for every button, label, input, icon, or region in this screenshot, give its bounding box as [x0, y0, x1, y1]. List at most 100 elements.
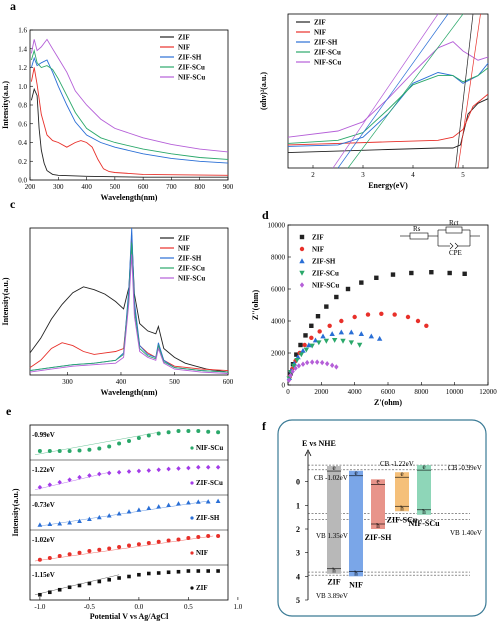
band-bar-NIF-SCu [417, 465, 431, 515]
data-point-NIF [327, 323, 332, 328]
data-point-NIF-SCu [77, 448, 82, 453]
electron-label: e [400, 470, 403, 478]
data-point-NIF [156, 539, 161, 544]
data-point-ZIF-SH [320, 333, 326, 339]
data-point-NIF [186, 536, 191, 540]
data-point-NIF-SCu [286, 377, 292, 383]
x-tick-label: 4 [411, 171, 415, 179]
x-tick-label: 0.5 [184, 603, 193, 611]
legend-marker [190, 551, 194, 555]
data-point-NIF-SCu [324, 361, 330, 367]
x-axis-label: Wavelength(nm) [101, 193, 158, 202]
hole-label: h [400, 504, 404, 512]
y-tick-label: 5 [296, 596, 300, 605]
data-point-NIF-SCu [216, 430, 221, 435]
onset-label: -0.99eV [32, 431, 55, 439]
vb-label: VB 3.89eV [316, 592, 348, 600]
data-point-ZIF-SH [166, 502, 171, 507]
data-point-ZIF-SCu [37, 484, 43, 490]
series-line-ZIF-SCu [30, 48, 229, 160]
data-point-NIF [37, 557, 42, 562]
data-point-ZIF-SH [47, 521, 53, 526]
data-point-NIF [206, 534, 211, 538]
y-axis-arrow [304, 449, 312, 457]
x-tick-label: 300 [53, 183, 64, 191]
panel-b-frame [287, 13, 489, 169]
series-line-NIF-SCu [30, 38, 229, 153]
legend-label: ZIF-SH [314, 39, 338, 47]
data-point-ZIF [87, 581, 92, 586]
y-tick-label: 3 [296, 549, 300, 558]
fit-line [455, 13, 474, 169]
x-tick-label: 400 [116, 378, 127, 386]
data-point-ZIF-SCu [356, 342, 363, 348]
data-point-ZIF-SH [205, 499, 211, 504]
panel-c-frame [29, 227, 229, 376]
band-name-NIF-SCu: NIF-SCu [408, 519, 440, 528]
y-tick-label: 1.2 [18, 64, 27, 72]
x-tick-label: 1.0 [234, 603, 243, 611]
legend-label: NIF [196, 549, 208, 557]
x-axis-label: Z'(ohm) [374, 398, 402, 407]
data-point-NIF [87, 549, 92, 553]
x-tick-label: 800 [194, 183, 205, 191]
y-tick-label: 0.0 [18, 177, 27, 185]
data-point-ZIF-SCu [146, 468, 151, 473]
data-point-ZIF [216, 569, 220, 573]
data-point-ZIF-SCu [196, 464, 201, 470]
y-tick-label: 8000 [271, 254, 286, 262]
fit-line [34, 472, 110, 490]
data-point-ZIF-SH [306, 342, 312, 348]
x-tick-label: 2000 [314, 388, 329, 396]
band-bar-ZIF-SH [371, 479, 385, 529]
data-point-NIF-SCu [196, 429, 201, 433]
legend-label: NIF [312, 246, 324, 254]
data-point-ZIF [127, 574, 131, 579]
fit-line [347, 13, 464, 169]
data-point-ZIF [77, 583, 82, 588]
legend-marker [190, 516, 194, 520]
data-point-NIF [352, 314, 357, 320]
x-tick-label: 2 [311, 171, 315, 179]
legend-label: NIF [178, 245, 190, 253]
data-point-ZIF-SH [295, 354, 301, 360]
y-tick-label: 6000 [271, 286, 286, 294]
circuit-resistor-rs [409, 232, 429, 240]
data-point-ZIF-SCu [206, 464, 211, 470]
data-point-NIF [365, 312, 371, 317]
hole-label: h [376, 522, 380, 530]
electron-label: e [422, 463, 425, 471]
data-point-NIF-SCu [127, 439, 131, 443]
data-point-ZIF-SCu [316, 340, 322, 346]
x-tick-label: 4000 [348, 388, 363, 396]
data-point-ZIF-SCu [166, 466, 171, 472]
y-tick-label: 10000 [268, 222, 286, 230]
x-tick-label: 10000 [446, 388, 464, 396]
series-line-ZIF [30, 87, 228, 178]
legend-marker [299, 246, 305, 252]
legend-label: ZIF [178, 235, 190, 243]
legend-label: ZIF-SCu [312, 270, 339, 278]
onset-label: -0.73eV [32, 501, 55, 509]
data-point-NIF-SCu [146, 433, 151, 438]
data-point-NIF-SCu [329, 362, 335, 369]
legend-label: NIF-SCu [178, 74, 205, 82]
series-line-NIF-SCu [29, 254, 229, 374]
data-point-ZIF-SCu [309, 343, 315, 349]
data-point-NIF [415, 318, 421, 324]
y-tick-label: 2000 [271, 350, 286, 358]
panel-label-c: c [10, 197, 16, 211]
data-point-NIF-SCu [97, 446, 102, 451]
band-name-NIF: NIF [349, 580, 363, 589]
series-line-ZIF-SCu [287, 67, 489, 144]
data-point-NIF [424, 323, 429, 328]
x-tick-label: 0 [286, 388, 290, 396]
series-line-ZIF-SH [30, 56, 229, 164]
data-point-ZIF [294, 352, 299, 357]
band-diagram-title: E vs NHE [302, 439, 336, 448]
data-point-ZIF [309, 323, 314, 328]
data-point-NIF-SCu [334, 364, 339, 370]
data-point-ZIF-SH [338, 329, 345, 335]
data-point-NIF-SCu [67, 449, 72, 453]
legend-label: ZIF [196, 584, 208, 592]
